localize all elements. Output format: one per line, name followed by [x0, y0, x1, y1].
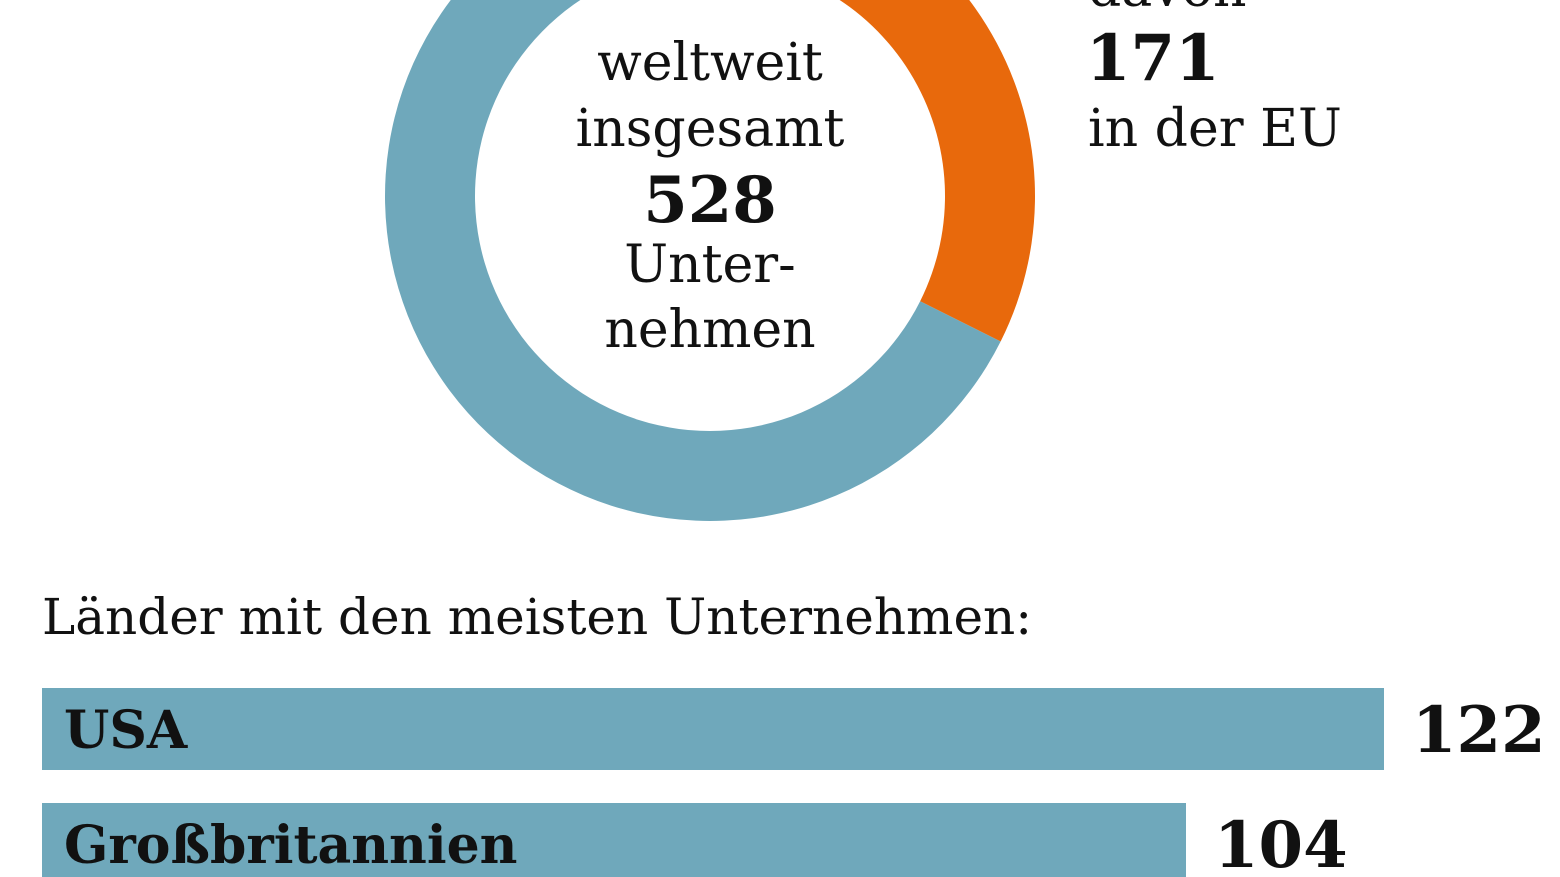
eu-annotation-prefix: davon	[1088, 0, 1246, 19]
bar-label-usa: USA	[64, 700, 188, 761]
donut-center-line-weltweit: weltweit	[597, 33, 823, 93]
eu-annotation-value: 171	[1086, 21, 1220, 96]
donut-chart	[384, 0, 1035, 521]
eu-annotation-suffix: in der EU	[1088, 99, 1342, 159]
bar-usa	[42, 688, 1384, 770]
bar-value-usa: 122	[1412, 693, 1546, 768]
country-bar-chart: USA 122 Großbritannien 104	[42, 688, 1546, 877]
donut-center-total: 528	[643, 163, 777, 238]
countries-heading: Länder mit den meisten Unternehmen:	[42, 588, 1032, 646]
donut-slice-eu	[839, 0, 1035, 342]
donut-slice-rest	[384, 0, 1001, 521]
donut-center-line-nehmen: nehmen	[604, 300, 815, 360]
donut-center-line-unter: Unter-	[624, 235, 795, 295]
bar-value-gro-britannien: 104	[1214, 808, 1348, 877]
bar-gro-britannien	[42, 803, 1186, 877]
bar-label-gro-britannien: Großbritannien	[64, 815, 517, 876]
donut-center-line-insgesamt: insgesamt	[576, 99, 845, 159]
